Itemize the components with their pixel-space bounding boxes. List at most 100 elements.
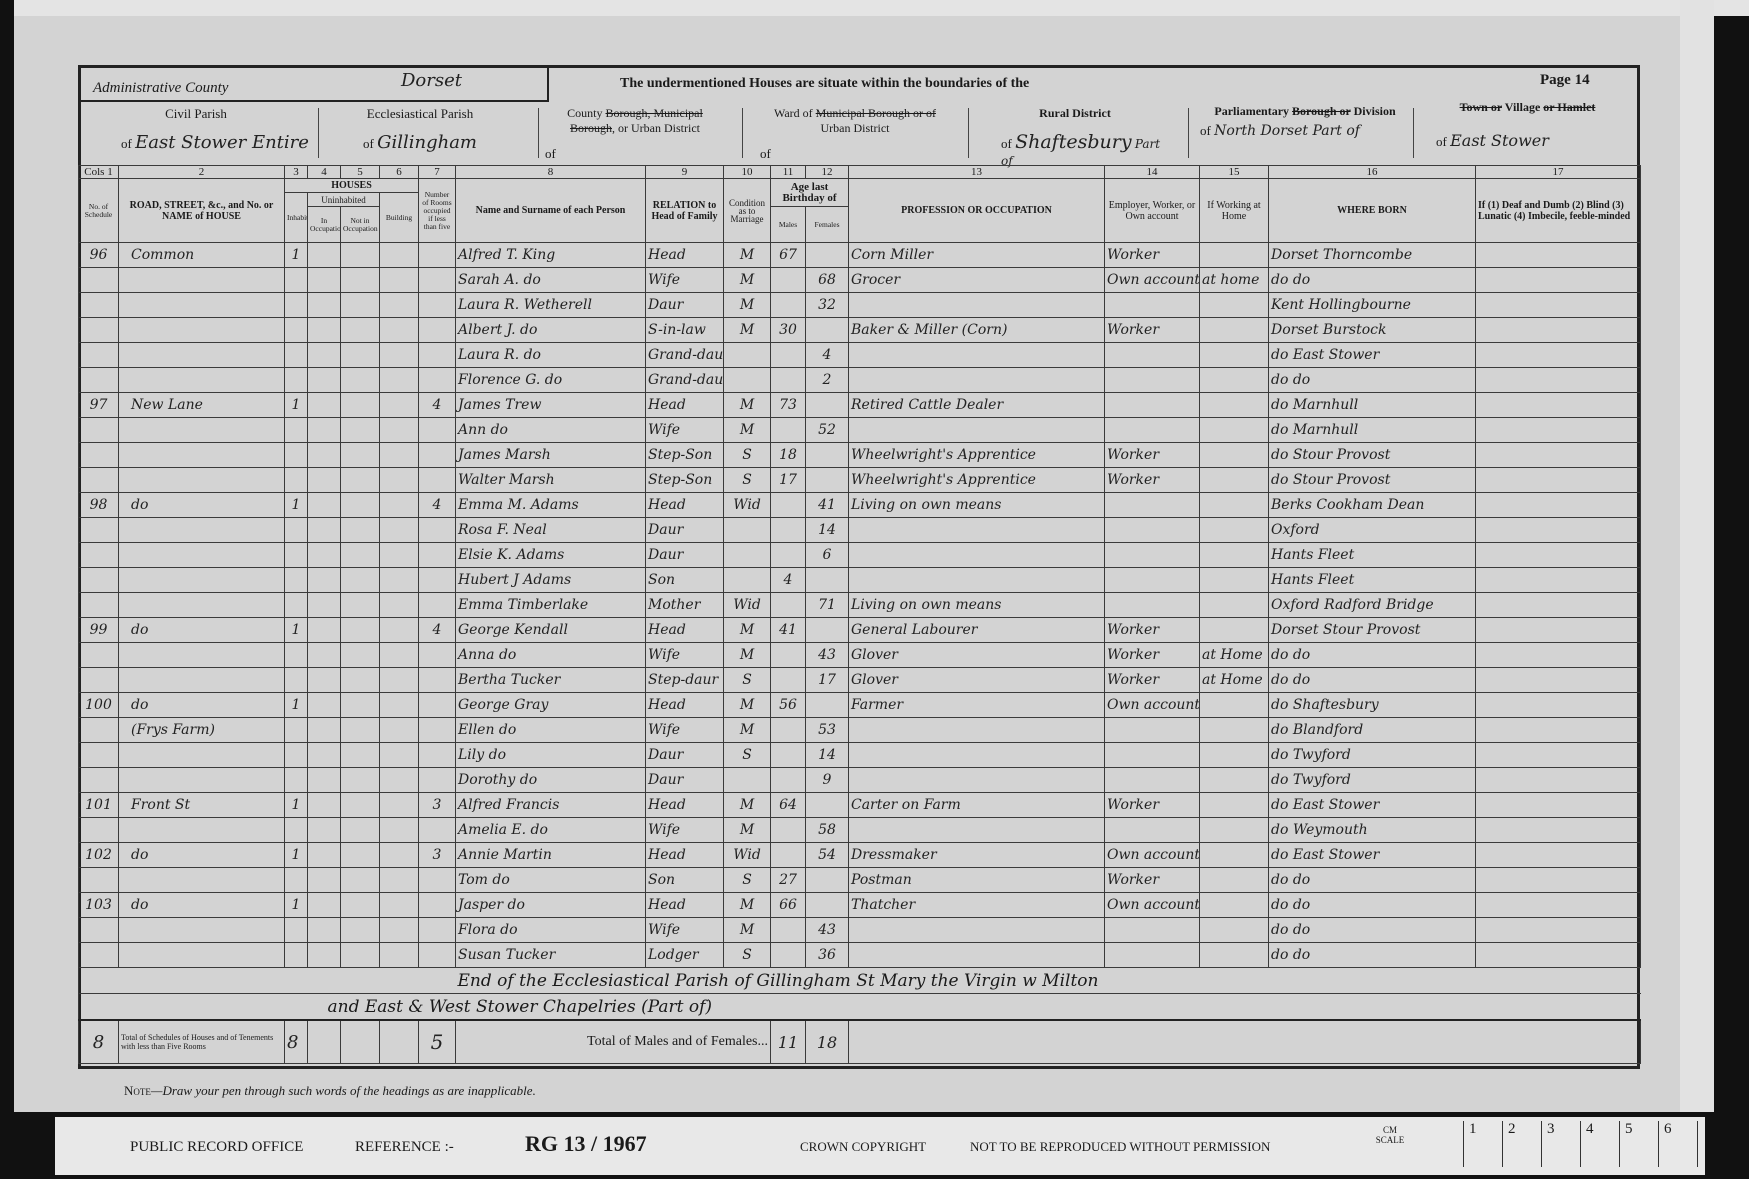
cell-age-male: 18 [770,442,806,468]
cell-empty [379,867,419,893]
cell-employment [1104,942,1200,968]
cell-occupation: Baker & Miller (Corn) [848,317,1105,343]
cell-rooms [418,542,456,568]
cell-where-born: do do [1268,267,1476,293]
cell-occupation [848,367,1105,393]
cell-infirmity [1475,667,1641,693]
cell-at-home [1199,292,1269,318]
cell-at-home [1199,692,1269,718]
cell-empty [307,467,341,493]
cell-infirmity [1475,892,1641,918]
cell-occupation: Living on own means [848,492,1105,518]
column-number: 8 [455,165,646,179]
cell-empty [307,542,341,568]
cell-schedule: 98 [78,492,119,518]
cell-age-male [770,517,806,543]
col-not-in-occupation: Not in Occupation [340,206,380,243]
cell-schedule [78,667,119,693]
cell-at-home [1199,342,1269,368]
cell-condition: M [723,892,771,918]
cell-employment: Worker [1104,867,1200,893]
cell-age-male [770,367,806,393]
cell-where-born: do Weymouth [1268,817,1476,843]
cell-relation: Head [645,392,724,418]
cell-condition: S [723,942,771,968]
cell-employment [1104,817,1200,843]
cell-schedule [78,542,119,568]
cell-rooms [418,717,456,743]
cell-occupation [848,417,1105,443]
cell-occupation: Corn Miller [848,242,1105,268]
table-row: Albert J. do S-in-law M 30 Baker & Miller (C… [78,317,1641,343]
cell-age-male [770,917,806,943]
cell-empty [340,917,380,943]
cell-condition: M [723,617,771,643]
cell-empty [340,342,380,368]
cell-condition: S [723,742,771,768]
cell-schedule: 99 [78,617,119,643]
cell-empty [307,342,341,368]
cell-name: Florence G. do [455,367,646,393]
cell-relation: Son [645,567,724,593]
county-borough: County Borough, Municipal Borough, or Ur… [545,106,725,162]
cell-empty [307,942,341,968]
cell-address [118,267,285,293]
cell-empty [307,267,341,293]
cell-where-born: Hants Fleet [1268,542,1476,568]
table-row: 100 do 1 George Gray Head M 56 Farmer Own accoun… [78,692,1641,718]
cell-schedule [78,267,119,293]
cell-age-male [770,592,806,618]
column-number: 5 [340,165,380,179]
cell-inhabited: 1 [284,617,308,643]
cell-condition: S [723,467,771,493]
copyright: CROWN COPYRIGHT [800,1139,927,1154]
column-number: 14 [1104,165,1200,179]
cell-schedule: 96 [78,242,119,268]
col-rooms: Number of Rooms occupied if less than fi… [418,178,456,243]
permission: NOT TO BE REPRODUCED WITHOUT PERMISSION [970,1139,1271,1154]
cell-name: Laura R. Wetherell [455,292,646,318]
cell-empty [307,317,341,343]
cell-address [118,367,285,393]
cell-relation: Head [645,892,724,918]
col-occupation: PROFESSION OR OCCUPATION [848,178,1105,243]
cell-inhabited: 1 [284,792,308,818]
cell-address [118,442,285,468]
cell-inhabited [284,542,308,568]
cell-age-female: 58 [805,817,849,843]
cell-age-male [770,667,806,693]
cell-age-female: 71 [805,592,849,618]
cell-empty [340,492,380,518]
cell-address [118,517,285,543]
town-value: East Stower [1450,131,1549,150]
of-label: of [545,146,556,161]
cell-at-home [1199,317,1269,343]
cell-empty [307,742,341,768]
cell-age-male: 66 [770,892,806,918]
parliamentary-label: Parliamentary [1214,104,1290,118]
end-note-line2: and East & West Stower Chapelries (Part … [307,993,1269,1021]
cell-employment: Own account [1104,692,1200,718]
cell-inhabited [284,317,308,343]
cell-address [118,917,285,943]
cell-infirmity [1475,942,1641,968]
cell-condition [723,342,771,368]
cell-age-female: 52 [805,417,849,443]
cell-inhabited: 1 [284,692,308,718]
cell-employment [1104,717,1200,743]
cell-condition: S [723,442,771,468]
cell-name: Lily do [455,742,646,768]
total-schedules-label: Total of Schedules of Houses and of Tene… [118,1019,285,1064]
cell-name: Ellen do [455,717,646,743]
cell-empty [340,742,380,768]
column-number: 7 [418,165,456,179]
eccl-parish-value: Gillingham [377,132,477,153]
cell-schedule [78,742,119,768]
cell-employment: Own account [1104,267,1200,293]
cell-infirmity [1475,292,1641,318]
col-at-home: If Working at Home [1199,178,1269,243]
cell-inhabited [284,342,308,368]
cell-empty [307,767,341,793]
column-number: Cols 1 [78,165,119,179]
cell-empty [307,792,341,818]
